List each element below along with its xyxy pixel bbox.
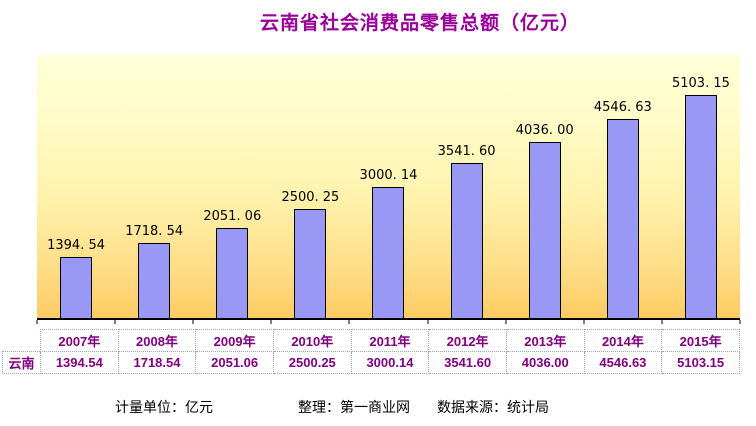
bar-column: 5103. 15 bbox=[662, 55, 740, 318]
bar bbox=[450, 163, 483, 318]
bar bbox=[60, 257, 93, 318]
bar-value-label: 3541. 60 bbox=[437, 144, 496, 160]
bar-column: 4036. 00 bbox=[506, 55, 584, 318]
table-year-cell: 2012年 bbox=[428, 329, 507, 352]
footer-source-label: 数据来源：统计局 bbox=[437, 399, 549, 415]
data-table: 2007年 2008年 2009年 2010年 2011年 2012年 2013年 2014年… bbox=[2, 329, 740, 374]
axis-tick bbox=[739, 320, 741, 324]
footer-editor-label: 整理：第一商业网 bbox=[298, 399, 410, 415]
bar-value-label: 3000. 14 bbox=[359, 167, 418, 183]
axis-tick bbox=[661, 320, 663, 324]
axis-tick bbox=[348, 320, 350, 324]
axis-tick bbox=[114, 320, 116, 324]
bar-value-label: 2500. 25 bbox=[281, 189, 340, 205]
table-year-cell: 2013年 bbox=[505, 329, 585, 352]
table-value-cell: 4036.00 bbox=[505, 351, 585, 374]
axis-tick bbox=[427, 320, 429, 324]
table-year-cell: 2011年 bbox=[350, 329, 430, 352]
bar bbox=[372, 186, 405, 318]
bar bbox=[528, 141, 561, 318]
bar-column: 2051. 06 bbox=[193, 55, 271, 318]
bar-value-label: 4546. 63 bbox=[593, 100, 652, 116]
table-value-cell: 3000.14 bbox=[350, 351, 430, 374]
footer-unit-label: 计量单位：亿元 bbox=[115, 399, 213, 415]
table-year-cell: 2014年 bbox=[583, 329, 663, 352]
axis-tick bbox=[36, 320, 38, 324]
bar-column: 4546. 63 bbox=[584, 55, 662, 318]
table-value-row: 云南 1394.54 1718.54 2051.06 2500.25 3000.14 35… bbox=[2, 351, 740, 374]
axis-tick bbox=[505, 320, 507, 324]
table-value-cell: 1394.54 bbox=[40, 351, 119, 374]
table-corner-cell bbox=[3, 330, 41, 352]
table-value-cell: 5103.15 bbox=[661, 351, 740, 374]
bar-column: 3541. 60 bbox=[428, 55, 506, 318]
axis-ticks bbox=[36, 320, 741, 326]
axis-tick bbox=[583, 320, 585, 324]
bar-value-label: 1718. 54 bbox=[125, 223, 184, 239]
chart-title: 云南省社会消费品零售总额（亿元） bbox=[259, 13, 580, 34]
table-row-label: 云南 bbox=[2, 351, 41, 374]
bar-value-label: 4036. 00 bbox=[515, 122, 574, 138]
bar bbox=[606, 119, 639, 318]
table-year-cell: 2010年 bbox=[272, 329, 352, 352]
bar-column: 2500. 25 bbox=[271, 55, 349, 318]
bar-column: 1394. 54 bbox=[37, 55, 115, 318]
table-year-cell: 2009年 bbox=[195, 329, 274, 352]
bar bbox=[138, 242, 171, 318]
table-year-cell: 2007年 bbox=[40, 329, 119, 352]
table-value-cell: 4546.63 bbox=[583, 351, 663, 374]
bar-column: 1718. 54 bbox=[115, 55, 193, 318]
footer: 计量单位：亿元 整理：第一商业网 数据来源：统计局 bbox=[0, 397, 756, 417]
bar bbox=[294, 208, 327, 318]
bar-value-label: 2051. 06 bbox=[203, 209, 262, 225]
bar-column: 3000. 14 bbox=[349, 55, 427, 318]
axis-tick bbox=[192, 320, 194, 324]
table-year-cell: 2015年 bbox=[661, 329, 740, 352]
table-header-row: 2007年 2008年 2009年 2010年 2011年 2012年 2013年 2014年… bbox=[3, 329, 740, 352]
table-value-cell: 2500.25 bbox=[272, 351, 352, 374]
bar bbox=[684, 95, 717, 318]
bar-group: 1394. 54 1718. 54 2051. 06 2500. 25 3000. 14… bbox=[37, 55, 740, 318]
table-value-cell: 3541.60 bbox=[428, 351, 507, 374]
table-value-cell: 1718.54 bbox=[117, 351, 197, 374]
bar bbox=[216, 228, 249, 318]
bar-value-label: 1394. 54 bbox=[47, 238, 105, 254]
table-year-cell: 2008年 bbox=[117, 329, 197, 352]
bar-value-label: 5103. 15 bbox=[671, 76, 730, 91]
table-value-cell: 2051.06 bbox=[195, 351, 274, 374]
plot-area: 1394. 54 1718. 54 2051. 06 2500. 25 3000. 14… bbox=[36, 55, 741, 324]
axis-tick bbox=[270, 320, 272, 324]
